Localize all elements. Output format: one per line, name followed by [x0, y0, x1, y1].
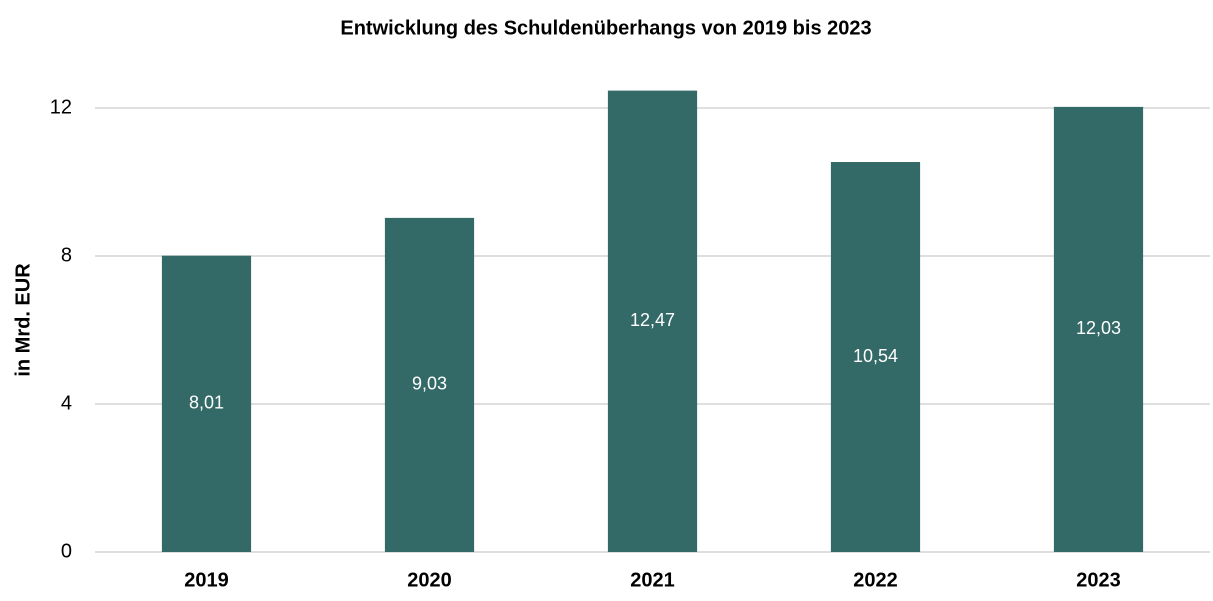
x-tick-label: 2020: [407, 569, 452, 591]
y-tick-label: 8: [61, 244, 72, 266]
x-tick-label: 2022: [853, 569, 898, 591]
bar: [384, 217, 475, 552]
x-tick-label: 2021: [630, 569, 675, 591]
data-label: 10,54: [853, 346, 898, 366]
data-label: 12,47: [630, 310, 675, 330]
bar: [830, 162, 921, 552]
data-label: 8,01: [189, 393, 224, 413]
bar: [161, 255, 252, 552]
y-axis-label: in Mrd. EUR: [12, 263, 34, 377]
x-tick-label: 2023: [1076, 569, 1121, 591]
data-label: 12,03: [1076, 318, 1121, 338]
y-tick-label: 0: [61, 540, 72, 562]
y-tick-label: 12: [50, 96, 72, 118]
data-label: 9,03: [412, 374, 447, 394]
bar: [1053, 106, 1144, 552]
x-tick-label: 2019: [184, 569, 229, 591]
bar: [607, 90, 698, 553]
y-tick-label: 4: [61, 392, 72, 414]
chart-title: Entwicklung des Schuldenüberhangs von 20…: [340, 17, 871, 39]
